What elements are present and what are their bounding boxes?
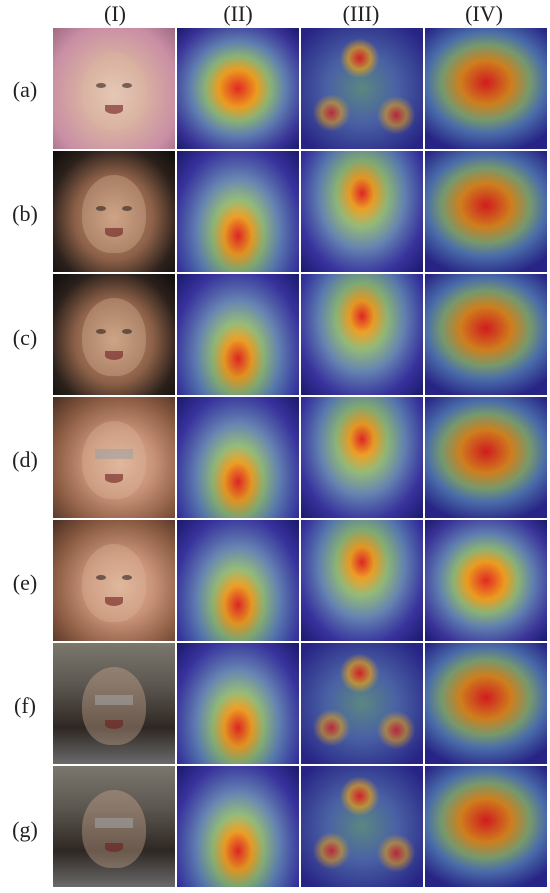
attention-heatmap-c-ii [177, 274, 299, 395]
attention-heatmap-a-ii [177, 28, 299, 149]
face-photo-c [53, 274, 175, 395]
face-photo-d [53, 397, 175, 518]
attention-heatmap-a-iii [301, 28, 423, 149]
row-label-e: (e) [12, 570, 38, 595]
attention-heatmap-c-iii [301, 274, 423, 395]
attention-heatmap-e-iv [425, 520, 547, 641]
row-label-d: (d) [12, 447, 38, 472]
attention-heatmap-b-iii [301, 151, 423, 272]
row-label-f: (f) [14, 693, 36, 718]
face-photo-a [53, 28, 175, 149]
face-photo-f [53, 643, 175, 764]
column-header-i: (I) [104, 1, 126, 26]
column-header-iv: (IV) [465, 1, 503, 26]
attention-heatmap-b-iv [425, 151, 547, 272]
row-label-b: (b) [12, 201, 38, 226]
attention-heatmap-d-ii [177, 397, 299, 518]
row-label-c: (c) [12, 325, 38, 350]
attention-heatmap-c-iv [425, 274, 547, 395]
attention-heatmap-f-iv [425, 643, 547, 764]
face-photo-b [53, 151, 175, 272]
row-label-a: (a) [12, 77, 38, 102]
attention-heatmap-g-iii [301, 766, 423, 887]
column-header-ii: (II) [223, 1, 253, 26]
attention-heatmap-d-iv [425, 397, 547, 518]
row-label-g: (g) [12, 817, 38, 842]
attention-heatmap-e-iii [301, 520, 423, 641]
attention-heatmap-d-iii [301, 397, 423, 518]
attention-heatmap-f-iii [301, 643, 423, 764]
attention-heatmap-f-ii [177, 643, 299, 764]
face-photo-e [53, 520, 175, 641]
attention-heatmap-b-ii [177, 151, 299, 272]
attention-heatmap-g-ii [177, 766, 299, 887]
attention-heatmap-e-ii [177, 520, 299, 641]
attention-heatmap-g-iv [425, 766, 547, 887]
image-grid [53, 28, 547, 890]
column-header-iii: (III) [342, 1, 380, 26]
face-photo-g [53, 766, 175, 887]
attention-heatmap-a-iv [425, 28, 547, 149]
